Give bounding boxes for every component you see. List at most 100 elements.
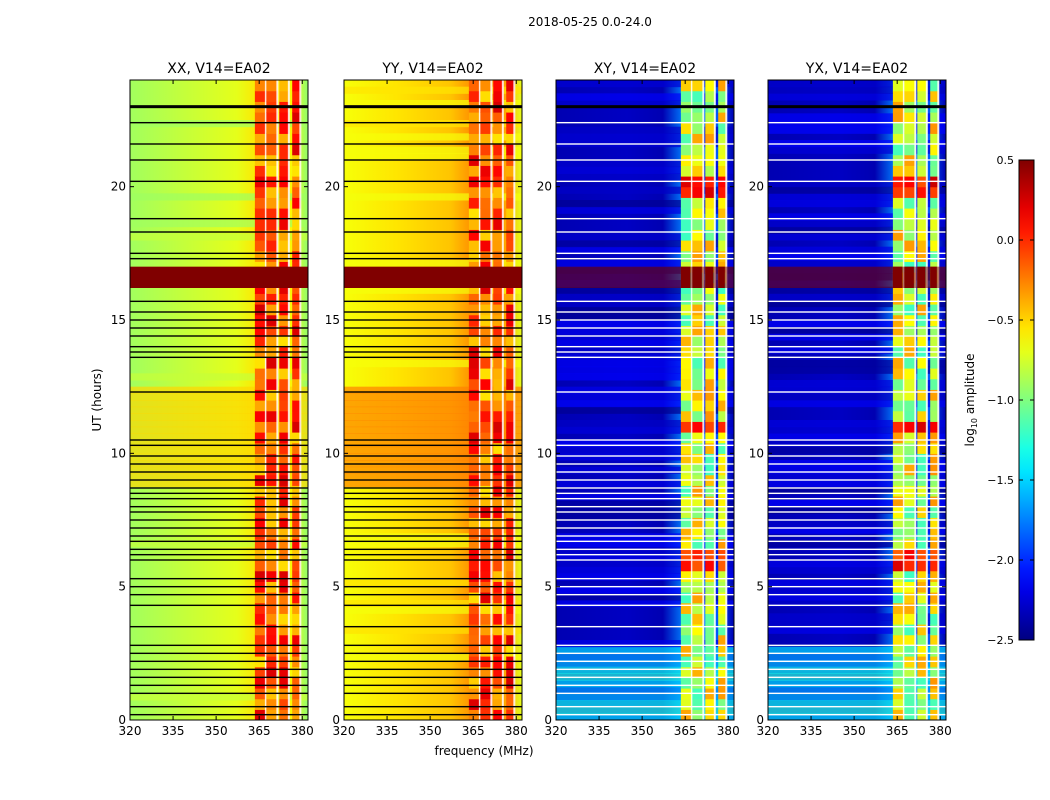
rfi-cell bbox=[892, 368, 905, 380]
heatmap-band bbox=[344, 153, 522, 161]
rfi-cell bbox=[292, 186, 301, 198]
heatmap-band bbox=[556, 660, 734, 668]
rfi-cell bbox=[493, 410, 504, 422]
rfi-cell bbox=[680, 133, 693, 145]
rfi-cell bbox=[254, 378, 267, 390]
flagged-row bbox=[556, 300, 734, 303]
rfi-cell bbox=[705, 602, 716, 614]
rfi-cell bbox=[680, 186, 693, 198]
figure-title: 2018-05-25 0.0-24.0 bbox=[528, 15, 652, 29]
flagged-row bbox=[768, 644, 946, 647]
rfi-cell bbox=[892, 624, 905, 636]
flagged-row bbox=[344, 455, 522, 457]
rfi-cell bbox=[292, 432, 301, 444]
heatmap-band bbox=[556, 686, 734, 694]
flagged-row bbox=[344, 527, 522, 529]
rfi-cell bbox=[279, 538, 290, 550]
flagged-row bbox=[768, 391, 946, 393]
rfi-cell bbox=[680, 90, 693, 102]
rfi-cell bbox=[930, 634, 939, 646]
rfi-cell bbox=[904, 485, 916, 497]
flagged-row bbox=[130, 684, 308, 687]
rfi-band-edge bbox=[902, 80, 905, 720]
heatmap-band bbox=[130, 193, 308, 201]
rfi-cell bbox=[930, 432, 939, 444]
rfi-cell bbox=[930, 517, 939, 529]
rfi-cell bbox=[917, 250, 928, 262]
rfi-cell bbox=[930, 602, 939, 614]
rfi-cell bbox=[292, 293, 301, 305]
rfi-cell bbox=[930, 592, 939, 604]
rfi-cell bbox=[930, 144, 939, 156]
rfi-cell bbox=[917, 592, 928, 604]
rfi-cell bbox=[279, 624, 290, 636]
rfi-cell bbox=[917, 378, 928, 390]
rfi-cell bbox=[254, 453, 267, 465]
rfi-cell bbox=[468, 186, 481, 198]
strong-rfi-cell bbox=[705, 266, 714, 288]
rfi-cell bbox=[493, 496, 504, 508]
rfi-cell bbox=[718, 282, 727, 294]
rfi-cell bbox=[705, 496, 716, 508]
rfi-cell bbox=[493, 378, 504, 390]
rfi-cell bbox=[692, 570, 704, 582]
heatmap-band bbox=[344, 100, 522, 108]
rfi-cell bbox=[279, 229, 290, 241]
flagged-row bbox=[768, 311, 946, 313]
rfi-cell bbox=[279, 389, 290, 401]
rfi-cell bbox=[718, 133, 727, 145]
rfi-cell bbox=[506, 197, 515, 209]
rfi-cell bbox=[692, 464, 704, 476]
rfi-cell bbox=[506, 570, 515, 582]
rfi-cell bbox=[279, 122, 290, 134]
rfi-cell bbox=[480, 122, 492, 134]
rfi-cell bbox=[904, 400, 916, 412]
heatmap-band bbox=[344, 580, 522, 588]
strong-rfi-cell bbox=[904, 266, 914, 288]
rfi-cell bbox=[680, 208, 693, 220]
rfi-cell bbox=[279, 464, 290, 476]
rfi-cell bbox=[254, 282, 267, 294]
rfi-cell bbox=[917, 560, 928, 572]
rfi-cell bbox=[917, 293, 928, 305]
rfi-cell bbox=[917, 165, 928, 177]
rfi-cell bbox=[930, 368, 939, 380]
rfi-cell bbox=[279, 80, 290, 81]
rfi-cell bbox=[292, 410, 301, 422]
heatmap-band bbox=[130, 393, 308, 401]
rfi-cell bbox=[468, 624, 481, 636]
rfi-cell bbox=[468, 90, 481, 102]
rfi-cell bbox=[254, 464, 267, 476]
rfi-cell bbox=[680, 218, 693, 230]
rfi-cell bbox=[930, 442, 939, 454]
strong-rfi-cell bbox=[680, 266, 691, 288]
rfi-cell bbox=[266, 336, 278, 348]
heatmap-band bbox=[556, 680, 734, 688]
heatmap-band bbox=[344, 133, 522, 141]
rfi-cell bbox=[480, 698, 492, 710]
heatmap-band bbox=[768, 653, 946, 661]
flagged-row bbox=[130, 559, 308, 561]
rfi-band-edge bbox=[276, 80, 279, 720]
flagged-row bbox=[130, 455, 308, 457]
rfi-cell bbox=[480, 592, 492, 604]
flagged-row bbox=[556, 463, 734, 465]
rfi-cell bbox=[680, 368, 693, 380]
heatmap-band bbox=[768, 186, 946, 194]
rfi-band-edge bbox=[713, 80, 716, 720]
rfi-cell bbox=[266, 208, 278, 220]
rfi-cell bbox=[692, 528, 704, 540]
heatmap-band bbox=[130, 406, 308, 414]
heatmap-band bbox=[130, 386, 308, 394]
colorbar-label: log10 amplitude bbox=[963, 354, 979, 447]
rfi-cell bbox=[292, 421, 301, 433]
rfi-cell bbox=[266, 634, 278, 646]
rfi-cell bbox=[917, 229, 928, 241]
rfi-cell bbox=[705, 218, 716, 230]
flagged-row bbox=[130, 231, 308, 233]
rfi-cell bbox=[254, 240, 267, 252]
x-tick-label: 335 bbox=[800, 724, 823, 738]
flagged-row bbox=[768, 159, 946, 161]
rfi-cell bbox=[705, 165, 716, 177]
flagged-row bbox=[556, 471, 734, 473]
